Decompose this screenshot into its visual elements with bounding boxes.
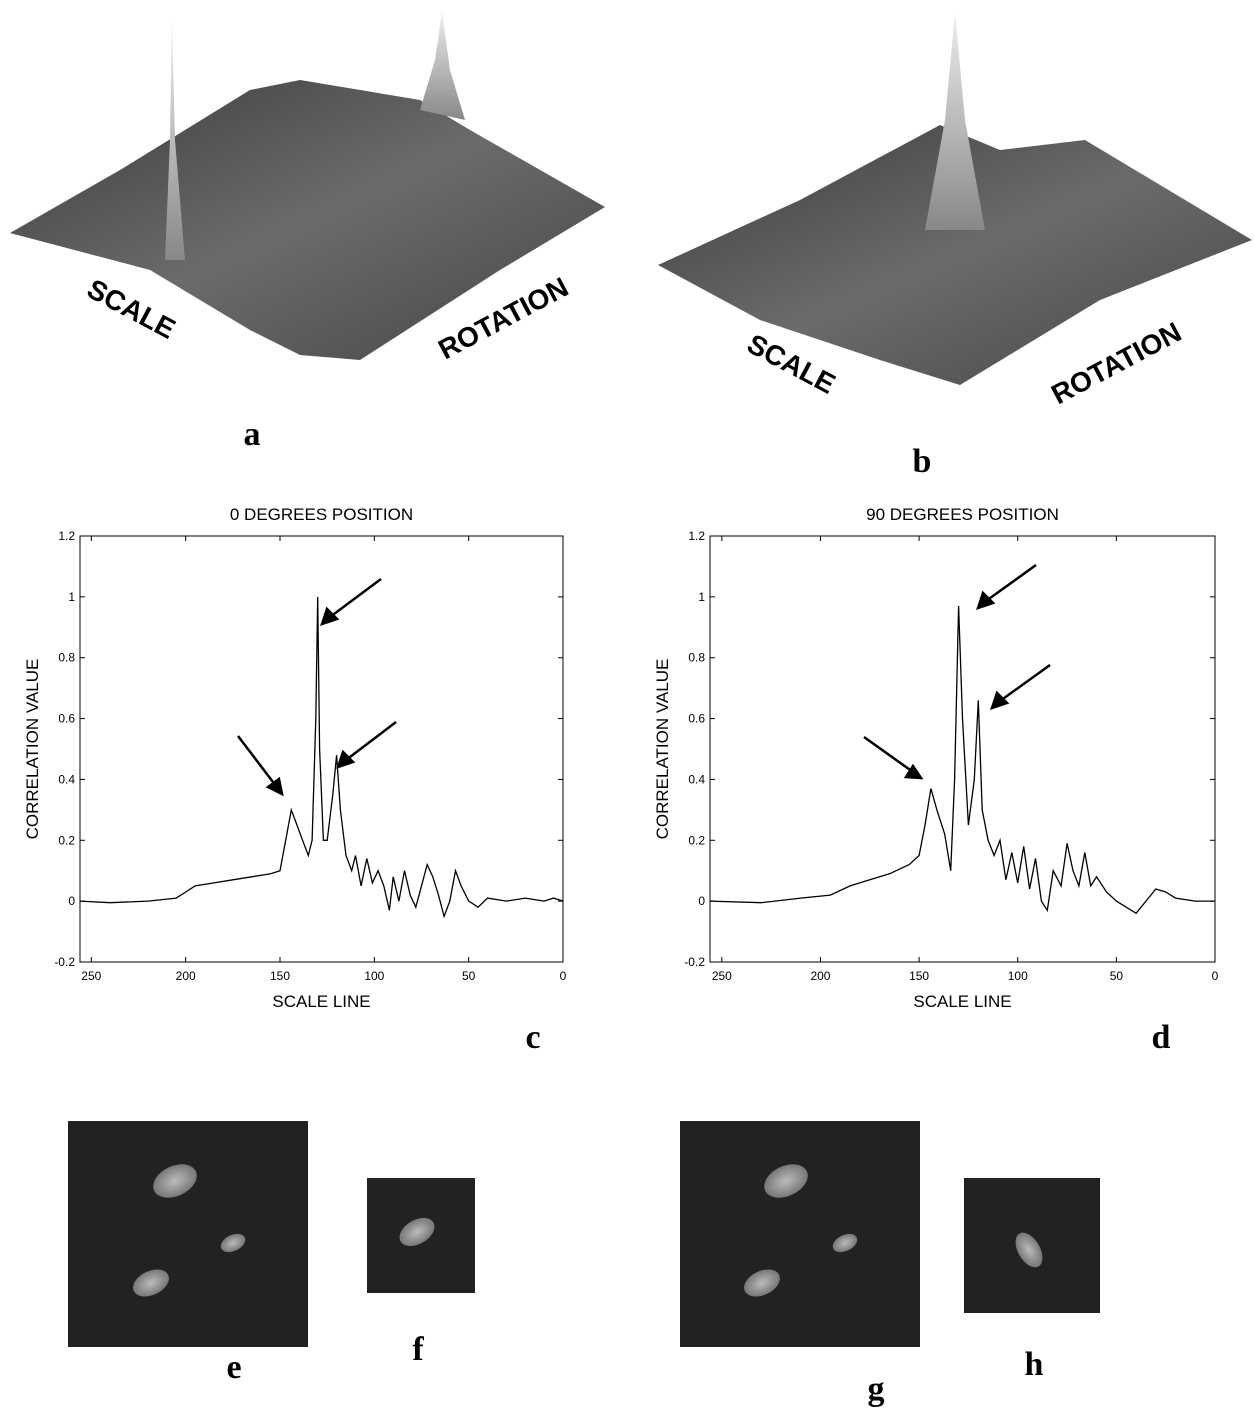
y-tick-label: 0.6	[688, 712, 705, 726]
x-tick-label: 100	[1008, 969, 1028, 983]
y-axis-label: CORRELATION VALUE	[653, 659, 672, 840]
y-tick-label: 1.2	[58, 529, 75, 543]
x-tick-label: 0	[1212, 969, 1219, 983]
y-tick-label: 1	[698, 590, 705, 604]
y-tick-label: 1.2	[688, 529, 705, 543]
plot-frame	[79, 535, 564, 963]
y-tick-label: 0.4	[58, 772, 75, 786]
axis-label: SCALE	[82, 273, 180, 345]
y-tick-label: 1	[68, 590, 75, 604]
y-tick-label: 0.4	[688, 772, 705, 786]
y-tick-label: 0	[698, 894, 705, 908]
y-tick-label: 0.8	[688, 651, 705, 665]
panel-label: b	[913, 443, 932, 480]
y-tick-label: 0.2	[688, 833, 705, 847]
x-tick-label: 150	[909, 969, 929, 983]
arrows	[237, 563, 1051, 797]
plot-frame	[709, 535, 1216, 963]
data-line	[709, 605, 1215, 915]
image-panels: e f g h	[68, 1121, 1100, 1408]
axis-label: ROTATION	[1046, 316, 1186, 410]
x-tick-label: 50	[462, 969, 476, 983]
x-tick-label: 250	[712, 969, 732, 983]
x-tick-label: 200	[176, 969, 196, 983]
y-tick-label: 0.2	[58, 833, 75, 847]
surface-plot: SCALE ROTATION a	[10, 12, 605, 453]
y-tick-label: -0.2	[684, 955, 705, 969]
x-tick-label: 200	[810, 969, 830, 983]
panel-label: h	[1025, 1346, 1044, 1383]
x-tick-label: 0	[560, 969, 567, 983]
x-tick-label: 150	[270, 969, 290, 983]
panel-label: g	[868, 1371, 885, 1408]
chart-title: 90 DEGREES POSITION	[866, 505, 1059, 524]
panel-label: c	[525, 1019, 540, 1056]
chart-title: 0 DEGREES POSITION	[230, 505, 413, 524]
data-line	[79, 596, 564, 919]
x-tick-label: 50	[1110, 969, 1124, 983]
panel-label: a	[244, 416, 261, 453]
y-tick-label: 0.8	[58, 651, 75, 665]
x-tick-label: 100	[364, 969, 384, 983]
x-tick-label: 250	[81, 969, 101, 983]
panel-label: d	[1152, 1019, 1171, 1056]
y-tick-label: 0.6	[58, 712, 75, 726]
x-axis-label: SCALE LINE	[913, 992, 1011, 1011]
y-tick-label: -0.2	[54, 955, 75, 969]
panel-label: e	[226, 1349, 241, 1386]
surface-plot: SCALE ROTATION b	[658, 12, 1252, 480]
y-axis-label: CORRELATION VALUE	[23, 659, 42, 840]
y-tick-label: 0	[68, 894, 75, 908]
x-axis-label: SCALE LINE	[272, 992, 370, 1011]
panel-label: f	[412, 1331, 424, 1368]
